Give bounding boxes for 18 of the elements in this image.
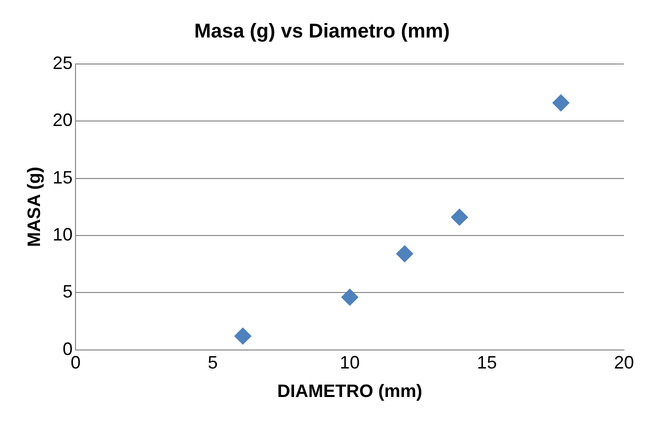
- x-tick-label: 5: [208, 352, 218, 373]
- y-tick-label: 25: [52, 52, 73, 73]
- y-tick-label: 0: [62, 338, 73, 359]
- y-tick-label: 5: [62, 282, 73, 302]
- point: [396, 245, 414, 262]
- y-tick-label: 10: [52, 224, 73, 244]
- y-tick-label: 15: [52, 167, 73, 188]
- x-tick-label: 10: [340, 352, 360, 373]
- point: [234, 328, 252, 345]
- point: [450, 208, 468, 226]
- point: [341, 288, 358, 306]
- chart-title: Masa (g) vs Diametro (mm): [194, 20, 450, 43]
- point: [552, 94, 570, 112]
- x-tick-label: 15: [476, 352, 497, 373]
- x-tick-label: 20: [614, 352, 634, 373]
- x-axis-title: DIAMETRO (mm): [277, 381, 422, 402]
- y-tick-label: 20: [52, 110, 73, 130]
- y-axis-title: MASA (g): [24, 166, 44, 248]
